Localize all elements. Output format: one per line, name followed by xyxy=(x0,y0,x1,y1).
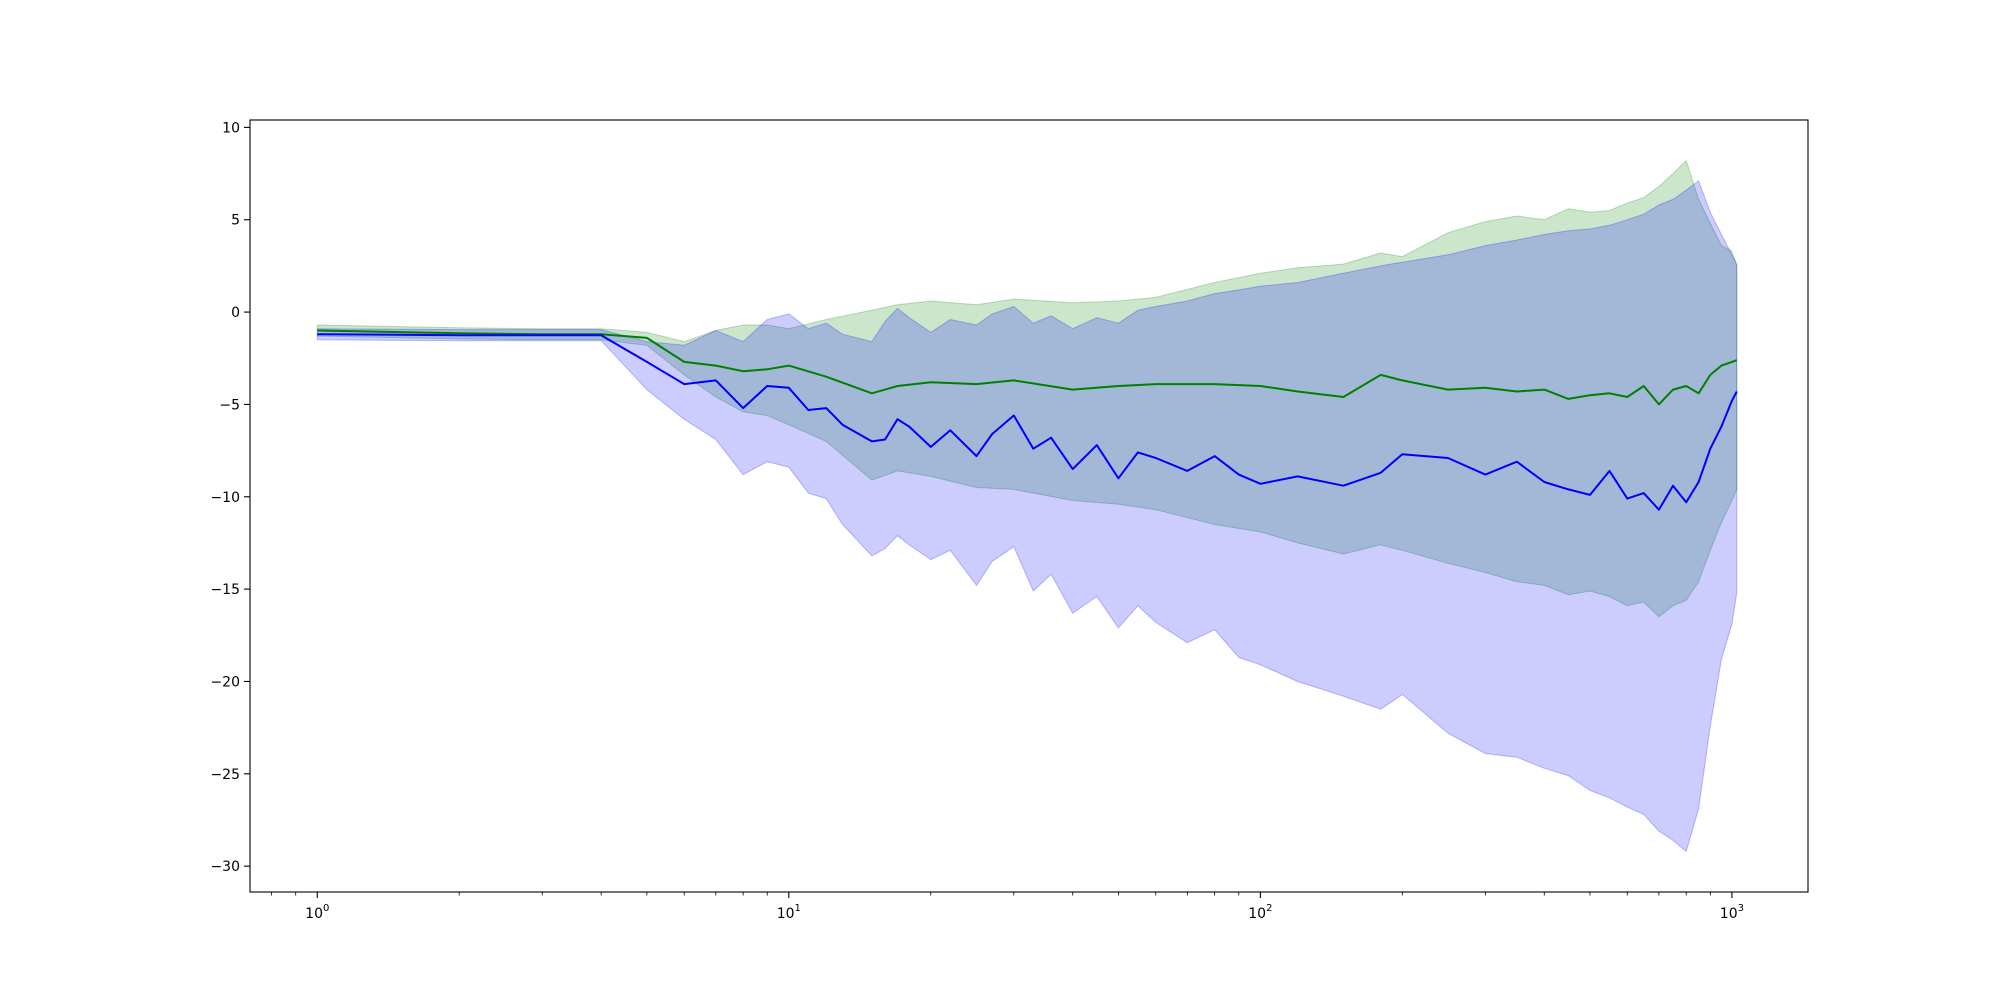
y-tick-label: −25 xyxy=(210,767,240,783)
y-tick-label: −20 xyxy=(210,674,240,690)
y-axis: 10 5 0 −5 −10 −15 −20 −25 −30 xyxy=(210,120,250,875)
axes-frame xyxy=(249,119,1809,893)
x-tick-label: 100 xyxy=(305,903,329,922)
y-tick-label: −5 xyxy=(219,397,240,413)
x-tick-label: 101 xyxy=(777,903,801,922)
x-tick-label: 102 xyxy=(1248,903,1272,922)
series-1-line xyxy=(317,333,1738,511)
y-tick-label: −30 xyxy=(210,859,240,875)
y-tick-label: 0 xyxy=(231,305,240,321)
x-tick-label: 103 xyxy=(1720,903,1744,922)
y-tick-label: 5 xyxy=(231,213,240,229)
series-lines xyxy=(317,329,1738,511)
confidence-bands xyxy=(316,159,1738,853)
series-0-band xyxy=(316,159,1738,618)
y-tick-label: 10 xyxy=(222,120,240,136)
x-axis: 100 101 102 103 xyxy=(271,892,1744,922)
y-tick-label: −15 xyxy=(210,582,240,598)
series-0-line xyxy=(317,329,1738,406)
y-tick-label: −10 xyxy=(210,490,240,506)
series-1-band xyxy=(316,180,1738,853)
